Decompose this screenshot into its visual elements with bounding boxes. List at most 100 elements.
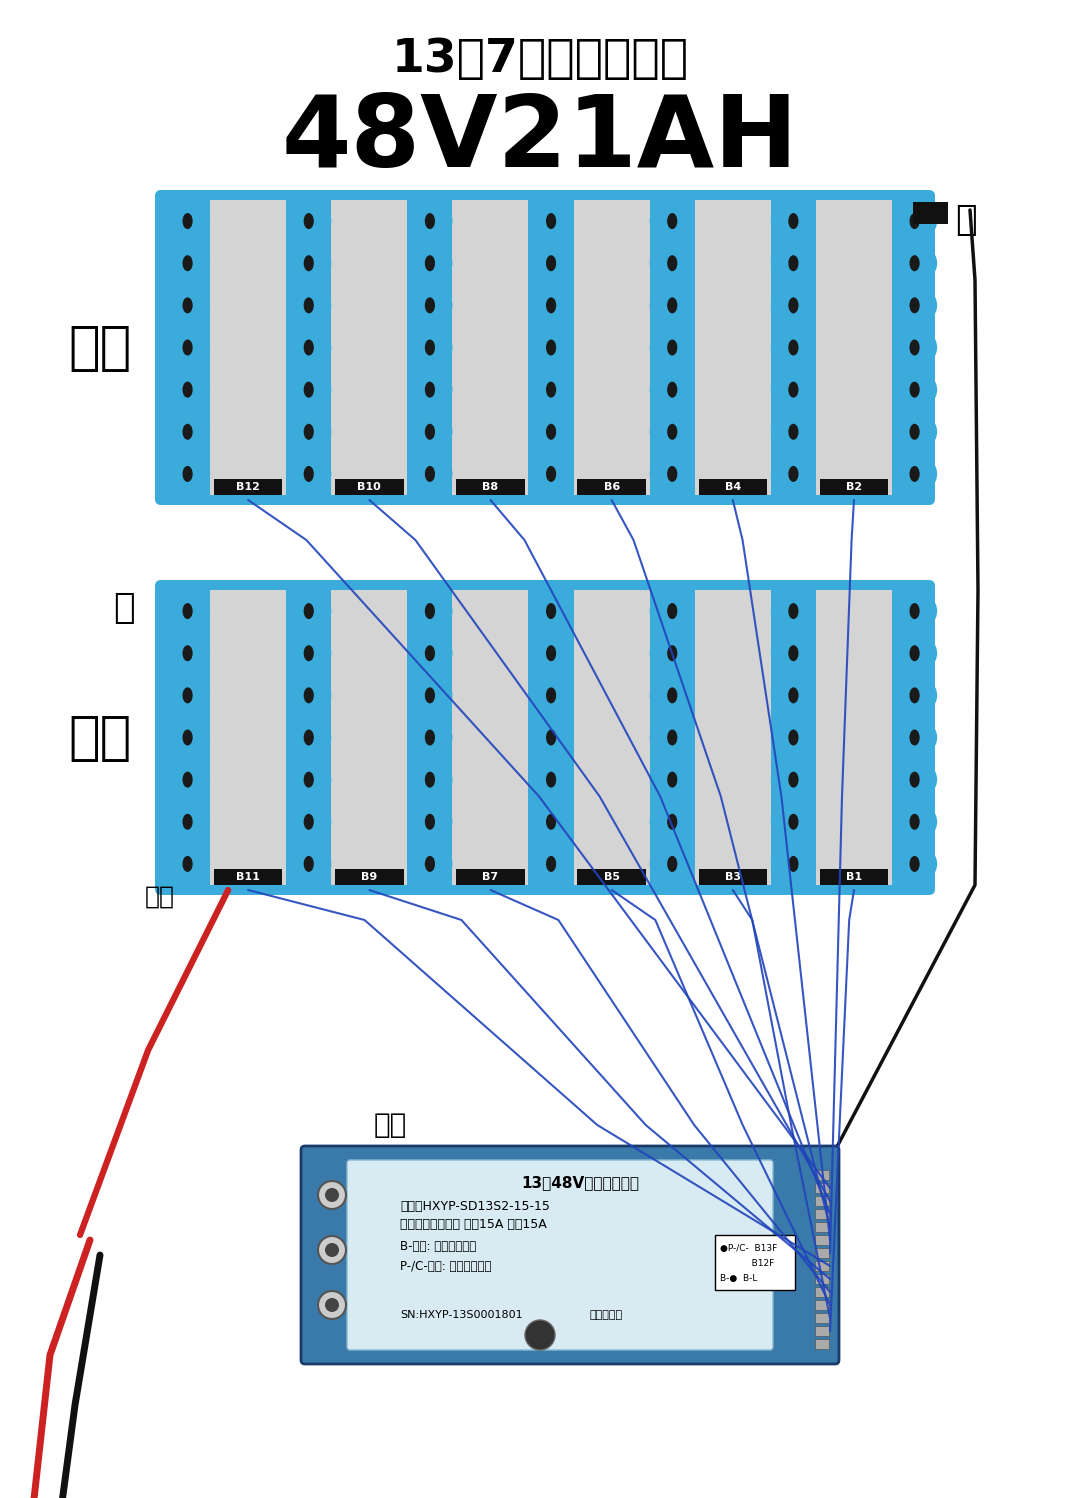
Text: B12: B12 [237,482,260,491]
Ellipse shape [165,454,211,494]
Ellipse shape [407,201,453,241]
Ellipse shape [892,454,937,494]
Text: 13串7并组装示意图: 13串7并组装示意图 [391,37,689,82]
Ellipse shape [667,604,677,619]
Bar [815,1209,829,1219]
Ellipse shape [165,801,211,842]
Ellipse shape [303,771,314,788]
Ellipse shape [892,718,937,758]
Ellipse shape [546,213,556,229]
Ellipse shape [667,213,677,229]
Ellipse shape [788,466,798,482]
Ellipse shape [650,370,694,409]
Ellipse shape [788,688,798,704]
Bar [816,201,892,494]
Ellipse shape [424,688,435,704]
Ellipse shape [303,382,314,397]
Ellipse shape [165,328,211,367]
Bar [694,201,771,494]
Ellipse shape [407,718,453,758]
Text: B-●  B-L: B-● B-L [720,1275,757,1284]
Ellipse shape [183,771,192,788]
Ellipse shape [546,424,556,440]
Ellipse shape [788,424,798,440]
Ellipse shape [286,801,332,842]
Ellipse shape [528,718,573,758]
Ellipse shape [650,843,694,884]
Ellipse shape [771,328,816,367]
Ellipse shape [650,328,694,367]
Ellipse shape [286,285,332,325]
Ellipse shape [407,454,453,494]
Ellipse shape [528,843,573,884]
Ellipse shape [183,424,192,440]
Ellipse shape [183,382,192,397]
Ellipse shape [771,454,816,494]
Text: ●P-/C-  B13F: ●P-/C- B13F [720,1245,778,1254]
Ellipse shape [286,412,332,452]
Ellipse shape [546,646,556,661]
Ellipse shape [771,801,816,842]
Ellipse shape [183,255,192,271]
Ellipse shape [909,688,920,704]
Ellipse shape [546,813,556,830]
Bar [913,202,948,225]
Ellipse shape [528,370,573,409]
Ellipse shape [909,855,920,872]
Bar [815,1287,829,1297]
Ellipse shape [650,718,694,758]
Ellipse shape [909,382,920,397]
Text: B6: B6 [604,482,620,491]
Text: B3: B3 [725,872,741,882]
Ellipse shape [892,759,937,800]
Ellipse shape [528,201,573,241]
Bar [815,1339,829,1350]
Bar [578,479,646,494]
Text: 13串48V锂电池保护板: 13串48V锂电池保护板 [521,1176,639,1191]
Ellipse shape [183,466,192,482]
Ellipse shape [303,646,314,661]
Ellipse shape [667,382,677,397]
Ellipse shape [546,771,556,788]
Ellipse shape [424,382,435,397]
Ellipse shape [286,370,332,409]
Ellipse shape [788,855,798,872]
Text: B2: B2 [846,482,862,491]
Ellipse shape [788,213,798,229]
Ellipse shape [424,646,435,661]
Ellipse shape [303,466,314,482]
Bar [815,1314,829,1323]
Ellipse shape [165,843,211,884]
Ellipse shape [303,297,314,313]
Ellipse shape [892,801,937,842]
Bar [214,869,282,885]
Ellipse shape [667,730,677,746]
Ellipse shape [650,285,694,325]
Ellipse shape [407,634,453,673]
Ellipse shape [667,771,677,788]
Ellipse shape [286,676,332,716]
Ellipse shape [286,454,332,494]
Ellipse shape [286,328,332,367]
Bar [820,479,888,494]
Bar [815,1248,829,1258]
Ellipse shape [546,855,556,872]
Text: B11: B11 [237,872,260,882]
Ellipse shape [650,676,694,716]
Ellipse shape [892,201,937,241]
Ellipse shape [788,730,798,746]
Ellipse shape [303,813,314,830]
Bar [335,479,404,494]
Ellipse shape [909,255,920,271]
Ellipse shape [165,201,211,241]
Bar [815,1300,829,1309]
Ellipse shape [546,297,556,313]
Ellipse shape [165,370,211,409]
Ellipse shape [892,285,937,325]
Ellipse shape [407,328,453,367]
Ellipse shape [165,412,211,452]
Ellipse shape [407,801,453,842]
Ellipse shape [650,634,694,673]
Ellipse shape [650,759,694,800]
Ellipse shape [892,843,937,884]
